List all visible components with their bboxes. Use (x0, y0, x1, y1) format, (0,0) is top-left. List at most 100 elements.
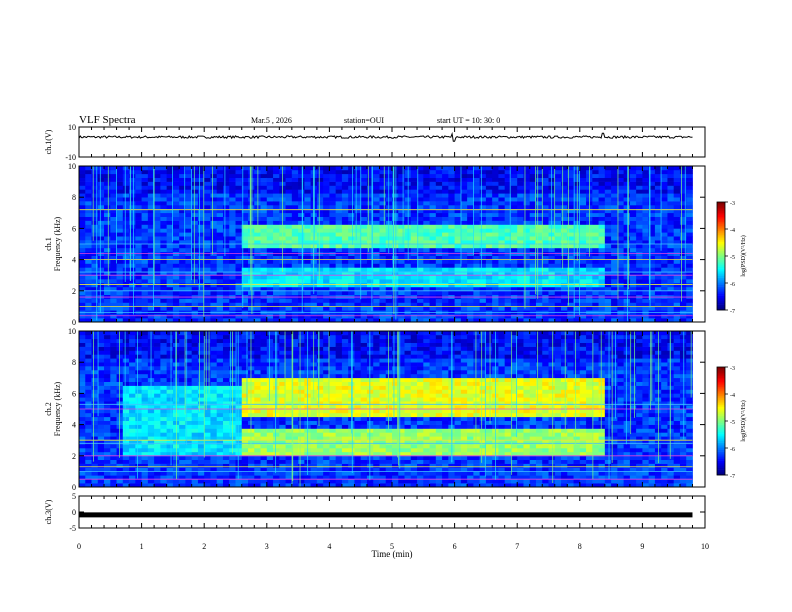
spectrogram-cell (285, 314, 293, 319)
spectrogram-cell (485, 302, 493, 307)
spectrogram-cell (366, 283, 374, 288)
spectrogram-cell (642, 205, 650, 210)
spectrogram-cell (166, 370, 174, 375)
spectrogram-cell (316, 259, 324, 264)
spectrogram-cell (122, 370, 130, 375)
spectrogram-cell (623, 228, 631, 233)
spectrogram-cell (260, 283, 268, 288)
spectrogram-cell (611, 298, 618, 303)
spectrogram-cell (460, 298, 468, 303)
spectrogram-cell (204, 240, 211, 245)
spectrogram-cell (561, 240, 568, 245)
spectrogram-cell (686, 197, 693, 202)
spectrogram-cell (248, 169, 255, 175)
spectrogram-cell (179, 420, 186, 425)
spectrogram-cell (210, 420, 218, 425)
spectrogram-cell (248, 290, 255, 295)
spectrogram-cell (360, 267, 368, 272)
spectrogram-cell (110, 166, 117, 171)
spectrogram-cell (542, 290, 549, 295)
spectrogram-cell (323, 314, 330, 319)
spectrogram-cell (629, 263, 637, 268)
spectrogram-cell (448, 251, 455, 256)
spectrogram-cell (179, 306, 186, 311)
spectrogram-cell (79, 350, 86, 355)
spectrogram-cell (160, 314, 168, 319)
spectrogram-cell (335, 201, 343, 206)
spectrogram-cell (204, 455, 211, 460)
spectrogram-cell (229, 185, 236, 190)
spectrogram-cell (316, 244, 324, 249)
spectrogram-cell (129, 267, 136, 272)
spectrogram-cell (304, 255, 312, 260)
spectrogram-cell (179, 216, 186, 221)
spectrogram-cell (335, 189, 343, 194)
spectrogram-cell (166, 279, 174, 284)
spectrogram-cell (473, 169, 481, 175)
spectrogram-cell (523, 255, 531, 260)
spectrogram-cell (492, 228, 499, 233)
spectrogram-cell (79, 244, 86, 249)
spectrogram-cell (379, 283, 387, 288)
spectrogram-cell (160, 377, 168, 382)
spectrogram-cell (623, 279, 631, 284)
spectrogram-cell (210, 212, 218, 217)
spectrogram-cell (517, 283, 524, 288)
spectrogram-cell (435, 318, 443, 323)
spectrogram-cell (323, 290, 330, 295)
spectrogram-cell (97, 342, 105, 347)
spectrogram-cell (392, 275, 399, 280)
spectrogram-cell (304, 298, 312, 303)
spectrogram-cell (636, 236, 643, 241)
spectrogram-cell (273, 236, 280, 241)
spectrogram-cell (679, 169, 687, 175)
spectrogram-cell (79, 220, 86, 225)
spectrogram-cell (623, 212, 631, 217)
spectrogram-cell (454, 263, 462, 268)
spectrogram-cell (510, 314, 518, 319)
spectrogram-cell (104, 350, 111, 355)
spectrogram-cell (629, 318, 637, 323)
spectrogram-cell (185, 259, 193, 264)
spectrogram-cell (454, 169, 462, 175)
spectrogram-cell (661, 298, 668, 303)
spectrogram-cell (435, 181, 443, 186)
spectrogram-cell (273, 283, 280, 288)
spectrogram-cell (179, 334, 186, 340)
spectrogram-cell (141, 381, 149, 386)
spectrogram-cell (210, 275, 218, 280)
spectrogram-cell (185, 358, 193, 363)
spectrogram-cell (636, 193, 643, 198)
spectrogram-cell (504, 251, 512, 256)
spectrogram-cell (629, 224, 637, 229)
spectrogram-cell (492, 318, 499, 323)
spectrogram-cell (567, 263, 574, 268)
spectrogram-cell (129, 475, 136, 480)
spectrogram-cell (341, 302, 349, 307)
spectrogram-cell (429, 271, 437, 276)
spectrogram-cell (222, 189, 230, 194)
spectrogram-cell (323, 283, 330, 288)
spectrogram-cell (135, 240, 142, 245)
spectrogram-cell (222, 416, 230, 421)
spectrogram-cell (147, 228, 155, 233)
spectrogram-cell (686, 279, 693, 284)
spectrogram-cell (573, 298, 581, 303)
spectrogram-cell (679, 259, 687, 264)
spectrogram-cell (298, 314, 305, 319)
spectrogram-cell (204, 440, 211, 445)
spectrogram-cell (85, 208, 92, 214)
spectrogram-cell (116, 318, 124, 323)
spectrogram-cell (210, 342, 218, 347)
spectrogram-cell (160, 479, 168, 484)
spectrogram-cell (454, 181, 462, 186)
spectrogram-cell (222, 286, 230, 292)
spectrogram-cell (517, 255, 524, 260)
spectrogram-cell (248, 263, 255, 268)
spectrogram-cell (604, 271, 612, 276)
spectrogram-cell (398, 263, 405, 268)
spectrogram-cell (122, 409, 130, 414)
spectrogram-cell (579, 247, 587, 253)
spectrogram-cell (629, 240, 637, 245)
spectrogram-cell (197, 346, 205, 351)
